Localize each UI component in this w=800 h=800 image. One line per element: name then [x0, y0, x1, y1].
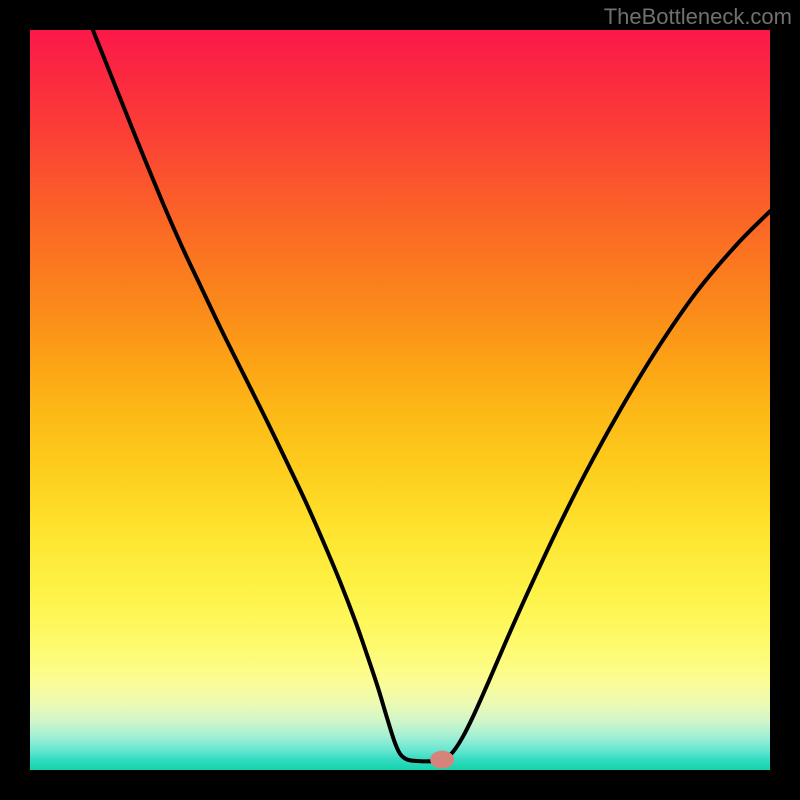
- watermark-text: TheBottleneck.com: [604, 4, 792, 30]
- bottleneck-chart: [0, 0, 800, 800]
- chart-plot-area: [30, 30, 770, 770]
- optimal-marker: [430, 751, 454, 769]
